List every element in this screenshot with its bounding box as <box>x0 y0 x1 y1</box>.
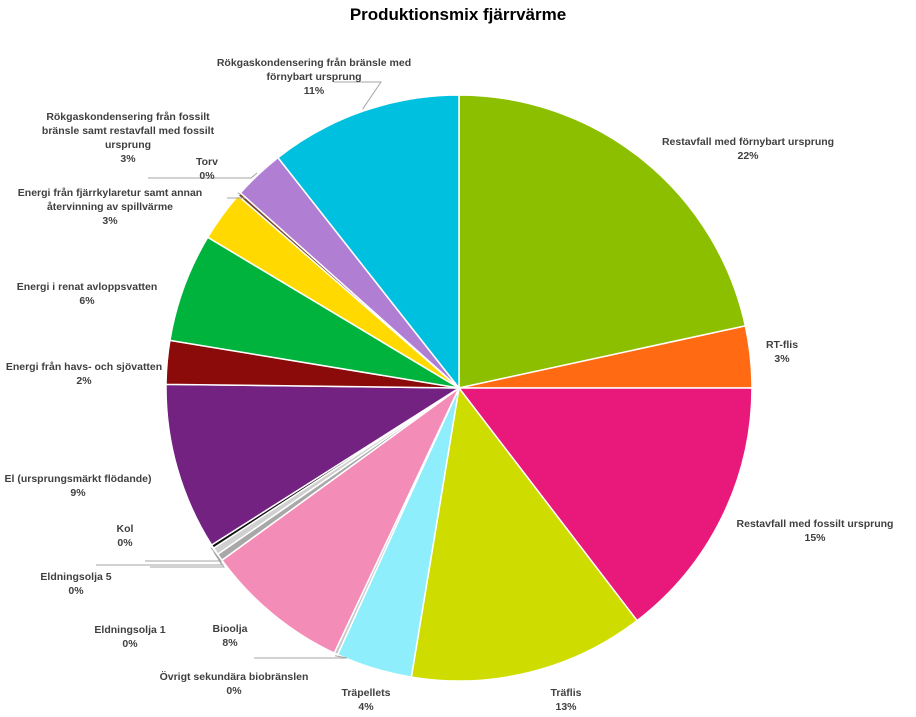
value-label: 4% <box>358 701 374 713</box>
category-label: Eldningsolja 5 <box>40 571 112 583</box>
value-label: 3% <box>774 353 790 365</box>
slice-label: Rökgaskondensering från fossilt bränsle … <box>28 110 228 166</box>
slice-label: Rökgaskondensering från bränsle med förn… <box>214 56 414 98</box>
category-label: Energi i renat avloppsvatten <box>16 281 158 293</box>
category-label: Restavfall med fossilt ursprung <box>736 518 894 530</box>
pie-slice <box>410 386 639 682</box>
slice-label: El (ursprungsmärkt flödande) 9% <box>0 472 163 500</box>
leader-line <box>254 655 348 659</box>
category-label: Bioolja <box>212 623 248 635</box>
category-label: Torv <box>196 156 218 168</box>
category-label: Övrigt sekundära biobränslen <box>159 671 309 683</box>
value-label: 0% <box>117 537 133 549</box>
value-label: 15% <box>804 532 826 544</box>
category-label: El (ursprungsmärkt flödande) <box>4 473 152 485</box>
category-label: Träpellets <box>341 687 391 699</box>
category-label: Restavfall med förnybart ursprung <box>661 136 835 148</box>
slice-label: Torv 0% <box>187 155 227 183</box>
category-label: Rökgaskondensering från bränsle med förn… <box>216 57 412 83</box>
slice-label: Energi från fjärrkylaretur samt annan åt… <box>15 186 205 228</box>
slice-label: Eldningsolja 1 0% <box>75 623 185 651</box>
category-label: Rökgaskondensering från fossilt bränsle … <box>41 111 215 151</box>
chart-title: Produktionsmix fjärrvärme <box>349 5 567 24</box>
slice-label: Träpellets 4% <box>326 686 406 714</box>
pie-slice <box>220 387 460 655</box>
category-label: Energi från havs- och sjövatten <box>5 361 163 373</box>
pie-slice <box>276 94 460 391</box>
slice-label: RT-flis 3% <box>752 338 812 366</box>
category-label: RT-flis <box>765 339 799 351</box>
category-label: Kol <box>116 523 134 535</box>
value-label: 13% <box>555 701 577 713</box>
slice-label: Kol 0% <box>105 522 145 550</box>
leader-line <box>150 558 225 568</box>
value-label: 11% <box>303 85 325 97</box>
category-label: Träflis <box>550 687 582 699</box>
leader-line <box>334 81 382 110</box>
value-label: 3% <box>120 153 136 165</box>
slice-label: Träflis 13% <box>536 686 596 714</box>
value-label: 8% <box>222 637 238 649</box>
value-label: 22% <box>737 150 759 162</box>
slice-label: Bioolja 8% <box>200 622 260 650</box>
slice-label: Energi från havs- och sjövatten 2% <box>0 360 174 388</box>
leader-line <box>145 547 223 562</box>
slice-label: Energi i renat avloppsvatten 6% <box>0 280 177 308</box>
slice-label: Eldningsolja 5 0% <box>21 570 131 598</box>
slice-label: Restavfall med fossilt ursprung 15% <box>715 517 915 545</box>
slice-label: Restavfall med förnybart ursprung 22% <box>648 135 848 163</box>
value-label: 2% <box>76 375 92 387</box>
value-label: 0% <box>199 170 215 182</box>
pie-slice <box>457 387 753 622</box>
leader-line <box>148 172 258 179</box>
value-label: 0% <box>226 685 242 697</box>
value-label: 0% <box>122 638 138 650</box>
pie-slice <box>458 94 747 389</box>
value-label: 0% <box>68 585 84 597</box>
category-label: Energi från fjärrkylaretur samt annan åt… <box>17 187 203 213</box>
category-label: Eldningsolja 1 <box>94 624 166 636</box>
pie-slice <box>165 383 462 547</box>
value-label: 6% <box>79 295 95 307</box>
leader-line <box>96 552 223 566</box>
slice-label: Övrigt sekundära biobränslen 0% <box>149 670 319 698</box>
value-label: 3% <box>102 215 118 227</box>
value-label: 9% <box>70 487 86 499</box>
